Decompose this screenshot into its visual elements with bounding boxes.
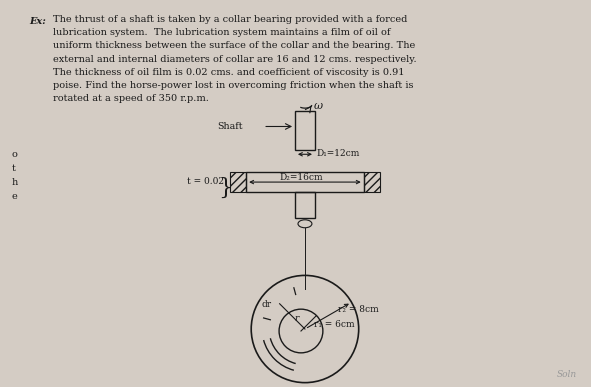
- Text: external and internal diameters of collar are 16 and 12 cms. respectively.: external and internal diameters of colla…: [53, 55, 417, 63]
- Text: r₁ = 6cm: r₁ = 6cm: [314, 320, 355, 329]
- Text: ω: ω: [314, 101, 323, 111]
- Text: }: }: [218, 177, 232, 199]
- Text: t: t: [11, 164, 15, 173]
- Text: r: r: [294, 314, 298, 323]
- Text: rotated at a speed of 350 r.p.m.: rotated at a speed of 350 r.p.m.: [53, 94, 209, 103]
- Bar: [246, 172, 363, 192]
- Text: D₁=12cm: D₁=12cm: [317, 149, 361, 158]
- Text: D₂=16cm: D₂=16cm: [279, 173, 323, 182]
- Text: Shaft: Shaft: [217, 122, 243, 130]
- Text: dr: dr: [261, 300, 271, 309]
- Text: r₂ = 8cm: r₂ = 8cm: [337, 305, 378, 314]
- Text: e: e: [11, 192, 17, 201]
- Text: The thickness of oil film is 0.02 cms. and coefficient of viscosity is 0.91: The thickness of oil film is 0.02 cms. a…: [53, 68, 405, 77]
- Text: uniform thickness between the surface of the collar and the bearing. The: uniform thickness between the surface of…: [53, 41, 415, 50]
- Text: The thrust of a shaft is taken by a collar bearing provided with a forced: The thrust of a shaft is taken by a coll…: [53, 15, 408, 24]
- Text: t = 0.02: t = 0.02: [187, 177, 223, 186]
- Text: poise. Find the horse-power lost in overcoming friction when the shaft is: poise. Find the horse-power lost in over…: [53, 81, 414, 90]
- Text: Ex:: Ex:: [30, 17, 46, 26]
- Text: lubrication system.  The lubrication system maintains a film of oil of: lubrication system. The lubrication syst…: [53, 28, 391, 38]
- Bar: [363, 172, 379, 192]
- Text: h: h: [11, 178, 18, 187]
- Text: Soln: Soln: [557, 370, 577, 378]
- Text: o: o: [11, 150, 17, 159]
- Bar: [295, 111, 315, 150]
- Bar: [295, 192, 315, 218]
- Bar: [230, 172, 246, 192]
